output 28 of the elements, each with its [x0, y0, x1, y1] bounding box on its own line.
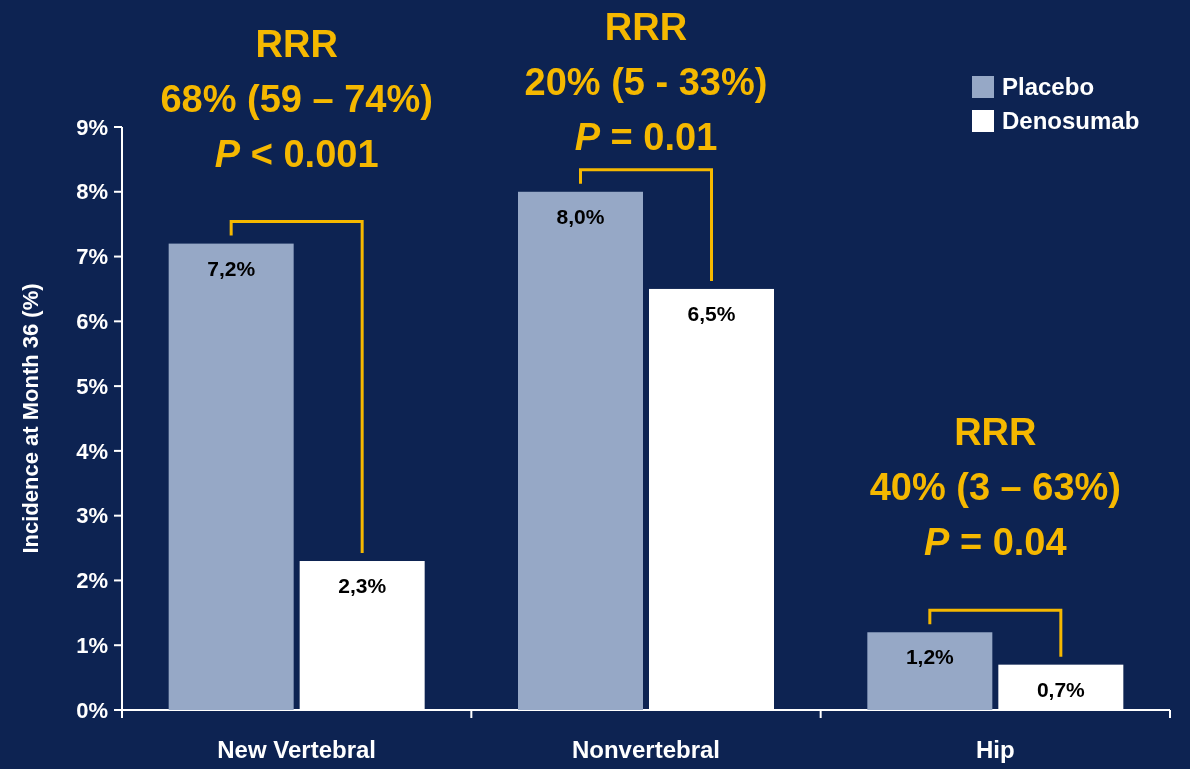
data-label: 1,2%: [905, 645, 955, 669]
bar: [518, 191, 643, 710]
legend-label: Denosumab: [1002, 107, 1140, 134]
y-tick-label: 9%: [76, 114, 108, 140]
y-tick-label: 7%: [76, 244, 108, 270]
y-tick-label: 8%: [76, 179, 108, 205]
y-tick-label: 0%: [76, 697, 108, 723]
data-label: 2,3%: [338, 574, 387, 598]
bar: [168, 243, 294, 710]
y-tick-label: 4%: [76, 438, 108, 464]
y-tick-label: 2%: [76, 568, 108, 594]
y-tick-label: 6%: [76, 309, 108, 335]
data-label: 8,0%: [556, 204, 605, 228]
annotation: RRR 68% (59 – 74%) P < 0.001: [160, 22, 433, 175]
x-tick-label: New Vertebral: [217, 736, 377, 763]
x-tick-label: Nonvertebral: [571, 736, 721, 763]
annotation: RRR 40% (3 – 63%) P = 0.04: [869, 411, 1122, 564]
y-tick-label: 3%: [76, 503, 108, 529]
annotation: RRR 20% (5 - 33%) P = 0.01: [524, 6, 768, 158]
data-label: 6,5%: [687, 301, 736, 325]
y-tick-label: 5%: [76, 373, 108, 399]
bar: [867, 632, 993, 710]
x-tick-label: Hip: [976, 736, 1015, 763]
y-tick-label: 1%: [76, 632, 108, 658]
data-label: 7,2%: [207, 256, 256, 280]
legend-label: Placebo: [1002, 73, 1095, 100]
y-axis-title: Incidence at Month 36 (%): [18, 283, 43, 554]
data-label: 0,7%: [1036, 677, 1086, 701]
